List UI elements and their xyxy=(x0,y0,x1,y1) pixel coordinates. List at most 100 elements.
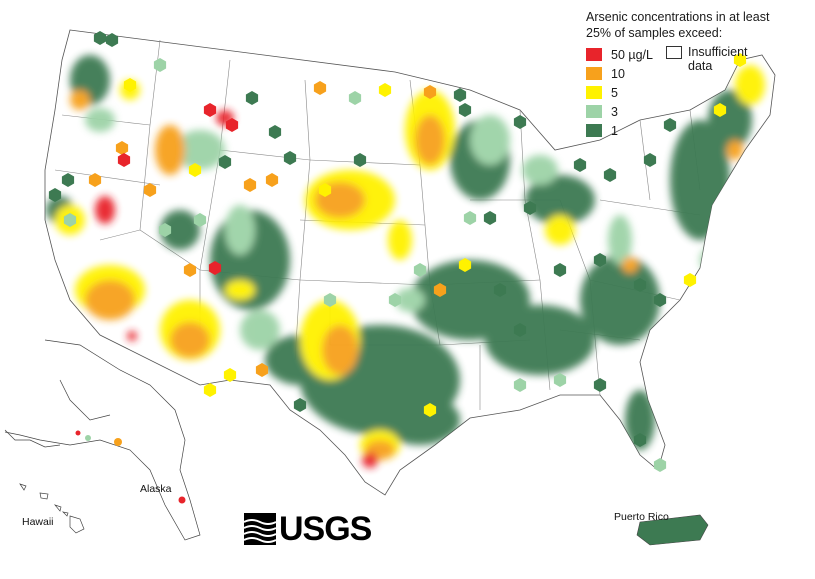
hex-cell xyxy=(243,178,257,192)
hex-cell xyxy=(683,273,697,287)
hex-cell xyxy=(203,103,217,117)
hex-cell xyxy=(245,91,259,105)
hex-cell xyxy=(663,118,677,132)
hex-cell xyxy=(388,293,402,307)
hex-cell xyxy=(553,263,567,277)
hex-cell xyxy=(268,125,282,139)
hex-cell xyxy=(523,201,537,215)
hex-cell xyxy=(63,213,77,227)
hex-cell xyxy=(115,141,129,155)
usgs-logo-mark xyxy=(243,513,277,545)
hex-cell xyxy=(633,433,647,447)
hex-cell xyxy=(733,53,747,67)
hex-cell xyxy=(153,58,167,72)
hex-cell xyxy=(143,183,157,197)
legend-item-1: 1 xyxy=(586,121,808,140)
hex-cell xyxy=(603,168,617,182)
hex-cell xyxy=(593,253,607,267)
legend-label: 1 xyxy=(611,123,618,138)
hex-cell xyxy=(203,383,217,397)
hex-cell xyxy=(643,153,657,167)
legend-label: 3 xyxy=(611,104,618,119)
hex-cell xyxy=(423,85,437,99)
hexagon-cells xyxy=(48,31,747,472)
hex-cell xyxy=(193,213,207,227)
hex-cell xyxy=(318,183,332,197)
hex-cell xyxy=(93,31,107,45)
hex-cell xyxy=(283,151,297,165)
hex-cell xyxy=(208,261,222,275)
hex-cell xyxy=(423,403,437,417)
usgs-logo-text: USGS xyxy=(279,510,372,548)
legend-label: 50 µg/L xyxy=(611,47,653,62)
hex-cell xyxy=(458,258,472,272)
legend-swatch xyxy=(586,86,602,99)
legend-label: 10 xyxy=(611,66,625,81)
legend-swatch xyxy=(586,124,602,137)
hex-cell xyxy=(513,378,527,392)
hex-cell xyxy=(493,283,507,297)
usgs-logo-spacer xyxy=(244,513,276,545)
hex-cell xyxy=(433,283,447,297)
hex-cell xyxy=(183,263,197,277)
hex-cell xyxy=(573,158,587,172)
hex-cell xyxy=(255,363,269,377)
puerto-rico-inset xyxy=(636,514,709,546)
hex-cell xyxy=(353,153,367,167)
hex-cell xyxy=(553,373,567,387)
hex-cell xyxy=(158,223,172,237)
concentration-surface xyxy=(46,55,765,468)
legend-rows: 50 µg/L 10 5 3 1 Insufficient data xyxy=(586,45,808,140)
hawaii-inset xyxy=(19,483,85,534)
hex-cell xyxy=(653,458,667,472)
hex-cell xyxy=(458,103,472,117)
legend-swatch xyxy=(586,67,602,80)
legend-swatch xyxy=(586,105,602,118)
legend-title-line2: 25% of samples exceed: xyxy=(586,26,723,40)
legend-label: 5 xyxy=(611,85,618,100)
hex-cell xyxy=(513,323,527,337)
hex-cell xyxy=(453,88,467,102)
legend-swatch-empty xyxy=(666,46,682,59)
usgs-logo: USGS xyxy=(244,510,372,548)
hex-cell xyxy=(378,83,392,97)
hex-cell xyxy=(48,188,62,202)
legend-item-3: 3 xyxy=(586,102,808,121)
hex-cell xyxy=(117,153,131,167)
hex-cell xyxy=(88,173,102,187)
hawaii-label: Hawaii xyxy=(22,516,54,528)
legend-item-10: 10 xyxy=(586,64,808,83)
hex-cell xyxy=(653,293,667,307)
hex-cell xyxy=(61,173,75,187)
hex-cell xyxy=(463,211,477,225)
hex-cell xyxy=(413,263,427,277)
legend-swatch xyxy=(586,48,602,61)
hex-cell xyxy=(123,78,137,92)
insufficient-line1: Insufficient xyxy=(688,45,748,59)
hex-cell xyxy=(593,378,607,392)
hex-cell xyxy=(293,398,307,412)
alaska-label: Alaska xyxy=(140,483,172,495)
puerto-rico-label: Puerto Rico xyxy=(614,511,669,523)
hex-cell xyxy=(713,103,727,117)
hex-cell xyxy=(223,368,237,382)
hex-cell xyxy=(225,118,239,132)
legend-insufficient-label: Insufficient data xyxy=(688,45,748,73)
legend-title-line1: Arsenic concentrations in at least xyxy=(586,10,770,24)
hex-cell xyxy=(265,173,279,187)
legend-item-5: 5 xyxy=(586,83,808,102)
insufficient-line2: data xyxy=(688,59,713,73)
hex-cell xyxy=(105,33,119,47)
hex-cell xyxy=(513,115,527,129)
hex-cell xyxy=(348,91,362,105)
hex-cell xyxy=(483,211,497,225)
legend-item-insufficient: Insufficient data xyxy=(666,45,748,73)
hex-cell xyxy=(218,155,232,169)
hex-cell xyxy=(188,163,202,177)
legend: Arsenic concentrations in at least 25% o… xyxy=(586,9,808,140)
hex-cell xyxy=(313,81,327,95)
alaska-inset xyxy=(4,339,201,541)
hex-cell xyxy=(633,278,647,292)
hex-cell xyxy=(323,293,337,307)
